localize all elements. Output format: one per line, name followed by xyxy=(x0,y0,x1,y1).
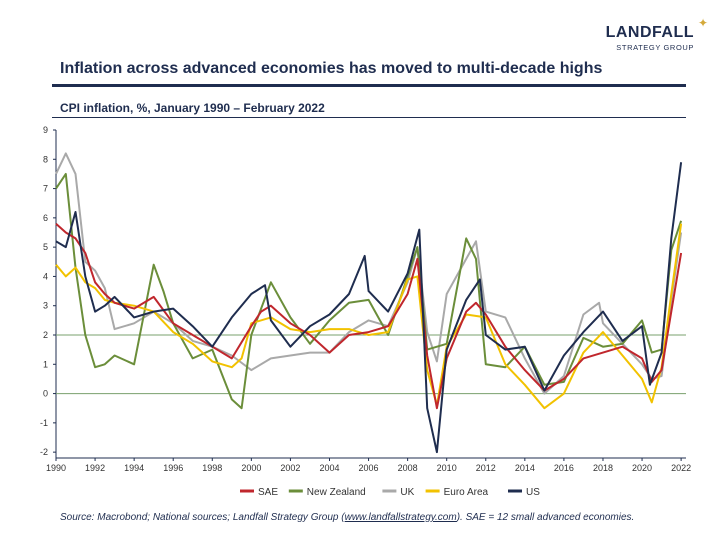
source-note: Source: Macrobond; National sources; Lan… xyxy=(60,512,634,523)
x-tick-label: 2004 xyxy=(319,463,339,473)
source-suffix: ). SAE = 12 small advanced economies. xyxy=(456,512,635,523)
chart-title: CPI inflation, %, January 1990 – Februar… xyxy=(60,101,325,115)
y-tick-label: -1 xyxy=(40,418,48,428)
inflation-chart: -2 -1 0 1 2 3 4 5 6 7 8 9 1990 1992 1994 1996 1998 2000 20… xyxy=(40,125,691,498)
y-tick-label: 8 xyxy=(43,154,48,164)
brand-subtitle: STRATEGY GROUP xyxy=(616,43,694,52)
brand-logo: ✦ LANDFALL STRATEGY GROUP xyxy=(605,16,708,52)
title-rule xyxy=(52,117,686,118)
series-line-sae xyxy=(55,222,683,410)
headline-rule xyxy=(52,84,686,87)
y-tick-label: 1 xyxy=(43,359,48,369)
x-tick-label: 2000 xyxy=(241,463,261,473)
series-line-euro-area xyxy=(55,223,683,410)
x-tick-label: 2014 xyxy=(515,463,535,473)
star-icon: ✦ xyxy=(697,16,708,30)
y-tick-label: 3 xyxy=(43,301,48,311)
x-tick-label: 2008 xyxy=(398,463,418,473)
x-tick-label: 1998 xyxy=(202,463,222,473)
brand-name: LANDFALL xyxy=(605,24,694,41)
series-line-us xyxy=(55,162,683,454)
x-tick-label: 1994 xyxy=(124,463,144,473)
legend-label: US xyxy=(526,487,540,498)
x-tick-label: 1990 xyxy=(46,463,66,473)
source-link[interactable]: www.landfallstrategy.com xyxy=(344,512,457,523)
y-tick-label: 7 xyxy=(43,184,48,194)
x-tick-label: 2016 xyxy=(554,463,574,473)
legend-label: UK xyxy=(400,487,414,498)
y-tick-label: 2 xyxy=(43,330,48,340)
x-tick-label: 2020 xyxy=(632,463,652,473)
series-line-new-zealand xyxy=(55,172,683,410)
x-tick-label: 2012 xyxy=(476,463,496,473)
x-tick-label: 2002 xyxy=(280,463,300,473)
x-tick-label: 2022 xyxy=(671,463,691,473)
y-tick-label: 0 xyxy=(43,389,48,399)
y-tick-label: -2 xyxy=(40,447,48,457)
headline: Inflation across advanced economies has … xyxy=(60,60,603,77)
y-tick-label: 6 xyxy=(43,213,48,223)
source-prefix: Source: Macrobond; National sources; Lan… xyxy=(60,512,345,523)
y-tick-label: 9 xyxy=(43,125,48,135)
x-tick-label: 1996 xyxy=(163,463,183,473)
x-tick-label: 1992 xyxy=(85,463,105,473)
y-tick-label: 4 xyxy=(43,271,48,281)
legend-label: SAE xyxy=(258,487,278,498)
y-tick-label: 5 xyxy=(43,242,48,252)
x-tick-label: 2006 xyxy=(359,463,379,473)
x-tick-label: 2010 xyxy=(437,463,457,473)
legend-label: New Zealand xyxy=(307,487,366,498)
x-tick-label: 2018 xyxy=(593,463,613,473)
legend-label: Euro Area xyxy=(444,487,489,498)
